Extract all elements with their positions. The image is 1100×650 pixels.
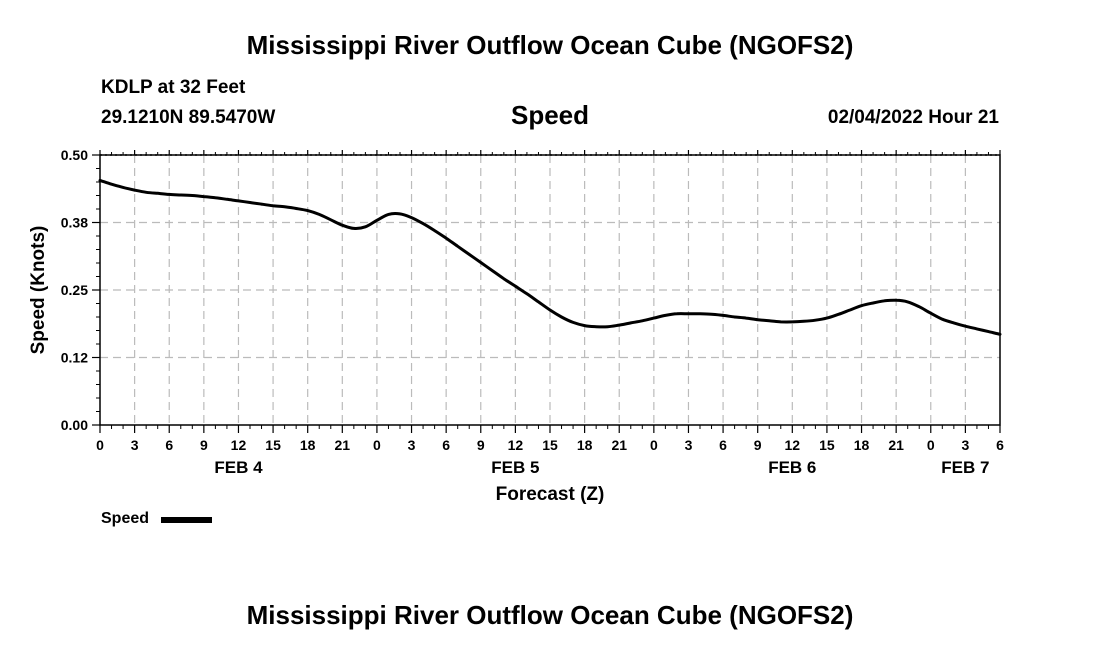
x-tick-label: 12 xyxy=(785,437,801,453)
speed-series-line xyxy=(98,178,1002,336)
station-name: KDLP at 32 Feet xyxy=(101,77,246,98)
x-tick-label: 15 xyxy=(819,437,835,453)
x-tick-label: 6 xyxy=(165,437,173,453)
y-axis-label: Speed (Knots) xyxy=(28,226,49,355)
x-tick-label: 12 xyxy=(231,437,247,453)
x-tick-label: 15 xyxy=(542,437,558,453)
x-tick-label: 3 xyxy=(685,437,693,453)
x-tick-label: 18 xyxy=(577,437,593,453)
y-tick-label: 0.38 xyxy=(61,215,88,231)
x-tick-label: 3 xyxy=(131,437,139,453)
x-tick-label: 6 xyxy=(442,437,450,453)
x-tick-label: 9 xyxy=(200,437,208,453)
x-tick-label: 9 xyxy=(477,437,485,453)
chart-ticks xyxy=(92,150,1001,433)
page-title: Mississippi River Outflow Ocean Cube (NG… xyxy=(246,30,854,60)
x-tick-label: 0 xyxy=(373,437,381,453)
forecast-datetime: 02/04/2022 Hour 21 xyxy=(827,107,999,128)
chart-grid xyxy=(100,154,1000,425)
legend-label: Speed xyxy=(101,510,150,527)
day-label: FEB 5 xyxy=(491,458,539,477)
y-tick-label: 0.50 xyxy=(61,147,88,163)
x-tick-label: 18 xyxy=(854,437,870,453)
x-tick-label: 21 xyxy=(888,437,904,453)
y-tick-label: 0.12 xyxy=(61,350,88,366)
x-tick-label: 21 xyxy=(335,437,351,453)
x-tick-label: 15 xyxy=(265,437,281,453)
y-tick-label: 0.25 xyxy=(61,282,88,298)
x-axis-label: Forecast (Z) xyxy=(496,484,605,505)
day-label: FEB 4 xyxy=(214,458,263,477)
x-tick-label: 21 xyxy=(611,437,627,453)
footer-title: Mississippi River Outflow Ocean Cube (NG… xyxy=(246,600,854,630)
day-label: FEB 6 xyxy=(768,458,816,477)
chart-tick-labels: 0 3 6 9 12 15 18 21 0 3 6 9 12 15 18 21 0 3 6 9 12 15 18 21 0 3 6 0… xyxy=(61,147,1004,477)
chart-title: Speed xyxy=(510,100,590,130)
x-tick-label: 3 xyxy=(408,437,416,453)
x-tick-label: 6 xyxy=(996,437,1004,453)
day-label: FEB 7 xyxy=(941,458,989,477)
x-tick-label: 0 xyxy=(927,437,935,453)
x-tick-label: 9 xyxy=(754,437,762,453)
y-tick-label: 0.00 xyxy=(61,417,88,433)
x-tick-label: 12 xyxy=(508,437,524,453)
x-tick-label: 6 xyxy=(719,437,727,453)
legend-swatch xyxy=(161,517,212,523)
x-tick-label: 18 xyxy=(300,437,316,453)
x-tick-label: 3 xyxy=(961,437,969,453)
x-tick-label: 0 xyxy=(96,437,104,453)
station-coords: 29.1210N 89.5470W xyxy=(101,107,276,128)
x-tick-label: 0 xyxy=(650,437,658,453)
